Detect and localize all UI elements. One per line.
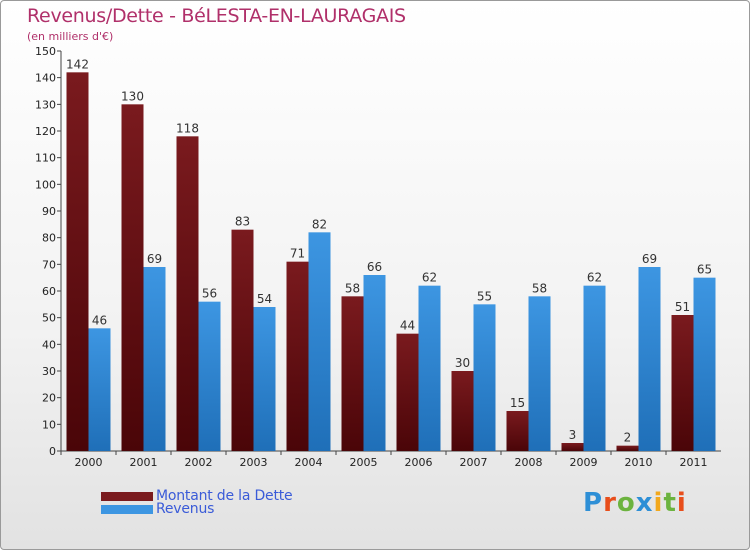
bar-revenus [363,275,386,451]
bar-revenus [638,267,661,451]
x-tick-label: 2002 [185,456,213,469]
y-tick-label: 30 [42,365,56,378]
data-label: 3 [569,428,577,442]
x-tick-label: 2011 [680,456,708,469]
bar-revenus [418,285,441,451]
data-label: 118 [176,121,199,135]
bar-dette [671,315,694,451]
bar-dette [616,445,639,451]
logo-letter: P [583,488,604,518]
data-label: 62 [422,271,437,285]
y-tick-label: 60 [42,285,56,298]
y-tick-label: 110 [35,152,56,165]
bar-dette [66,72,89,451]
data-label: 58 [532,281,547,295]
y-tick-label: 100 [35,178,56,191]
bar-revenus [88,328,111,451]
bar-revenus [583,285,606,451]
data-label: 65 [697,263,712,277]
data-label: 44 [400,319,415,333]
x-tick-label: 2000 [75,456,103,469]
bar-revenus [198,301,221,451]
bar-revenus [693,277,716,451]
data-label: 54 [257,292,272,306]
legend-label-dette: Montant de la Dette [156,488,293,504]
y-tick-label: 10 [42,418,56,431]
y-tick-label: 0 [49,445,56,458]
data-label: 15 [510,396,525,410]
data-label: 55 [477,289,492,303]
x-tick-label: 2008 [515,456,543,469]
bar-dette [121,104,144,451]
x-tick-label: 2009 [570,456,598,469]
bar-dette [396,333,419,451]
data-label: 71 [290,247,305,261]
logo-letter: r [603,488,617,518]
bar-dette [451,371,474,451]
x-tick-label: 2010 [625,456,653,469]
x-tick-label: 2001 [130,456,158,469]
bar-dette [341,296,364,451]
data-label: 58 [345,281,360,295]
data-label: 51 [675,300,690,314]
y-tick-label: 80 [42,232,56,245]
logo-letter: i [653,488,664,518]
bar-revenus [473,304,496,451]
bar-dette [286,261,309,451]
y-tick-label: 70 [42,258,56,271]
y-tick-label: 20 [42,392,56,405]
legend-label-revenus: Revenus [156,501,215,517]
x-tick-label: 2007 [460,456,488,469]
y-tick-label: 120 [35,125,56,138]
data-label: 30 [455,356,470,370]
chart-title: Revenus/Dette - BéLESTA-EN-LAURAGAIS [27,5,406,27]
data-label: 46 [92,313,107,327]
bar-chart: 0 10 20 30 40 50 60 70 80 90 100 110 120 130 140 150 200… [35,45,721,469]
bar-revenus [253,307,276,451]
proxiti-logo: Proxiti [583,488,687,518]
data-label: 69 [642,252,657,266]
legend-item-dette: Montant de la Dette [101,488,293,504]
y-tick-label: 50 [42,312,56,325]
bar-dette [561,443,584,451]
bar-dette [176,136,199,452]
data-label: 56 [202,287,217,301]
legend-swatch-revenus [101,504,153,514]
data-label: 2 [624,431,632,445]
chart-subtitle: (en milliers d'€) [27,30,114,43]
logo-letter: x [635,488,654,518]
legend-swatch-dette [101,491,153,501]
y-tick-label: 140 [35,72,56,85]
x-tick-label: 2004 [295,456,323,469]
data-label: 142 [66,57,89,71]
x-tick-label: 2003 [240,456,268,469]
y-tick-label: 40 [42,338,56,351]
data-label: 69 [147,252,162,266]
bar-revenus [308,232,331,451]
bar-revenus [528,296,551,451]
y-tick-label: 150 [35,45,56,58]
y-tick-label: 130 [35,98,56,111]
legend-item-revenus: Revenus [101,501,214,517]
x-tick-label: 2006 [405,456,433,469]
bar-dette [506,411,529,451]
data-label: 130 [121,89,144,103]
y-tick-label: 90 [42,205,56,218]
logo-letter: o [616,488,636,518]
x-tick-label: 2005 [350,456,378,469]
data-label: 82 [312,217,327,231]
logo-letter: t [663,488,677,518]
data-label: 62 [587,271,602,285]
logo-letter: i [676,488,687,518]
data-label: 83 [235,215,250,229]
data-label: 66 [367,260,382,274]
bar-dette [231,229,254,451]
bar-revenus [143,267,166,451]
